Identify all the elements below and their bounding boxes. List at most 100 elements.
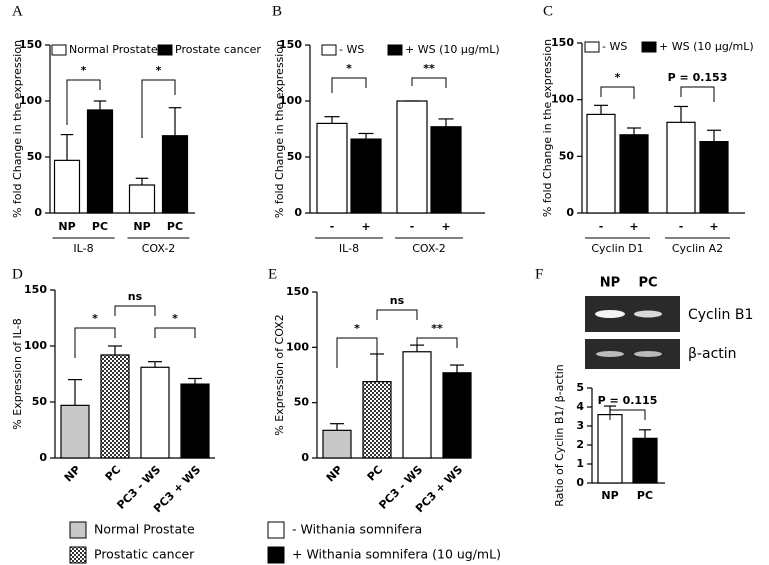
legend-label: - WS — [602, 40, 627, 53]
significance-bracket — [74, 327, 116, 358]
group-label: COX-2 — [142, 242, 176, 255]
x-tick-label: NP — [601, 489, 618, 502]
y-tick-label: 0 — [566, 206, 574, 219]
significance-bracket — [336, 337, 378, 368]
legend-swatch — [267, 546, 285, 564]
significance-label: ns — [390, 294, 405, 307]
bar — [396, 100, 428, 214]
x-tick-label: NP — [62, 463, 83, 484]
bar — [161, 135, 189, 214]
y-tick-label: 100 — [286, 340, 309, 353]
panel-letter: E — [268, 266, 277, 282]
bar — [128, 184, 156, 214]
legend-label: Prostate cancer — [175, 43, 261, 56]
y-tick-label: 100 — [279, 94, 302, 107]
y-tick-label: 0 — [301, 451, 309, 464]
x-tick-label: PC — [365, 463, 386, 484]
panel-letter: C — [543, 3, 553, 19]
legend-label: - Withania somnifera — [292, 522, 422, 537]
significance-label: P = 0.153 — [668, 71, 728, 84]
significance-bracket — [331, 77, 367, 93]
bar — [666, 121, 696, 214]
bar — [350, 138, 382, 214]
x-tick-label: - — [599, 220, 604, 233]
significance-bracket — [416, 337, 458, 348]
x-tick-label: NP — [133, 220, 150, 233]
bar — [632, 437, 658, 484]
y-tick-label: 1 — [576, 457, 584, 470]
significance-bracket — [154, 327, 196, 338]
gel-lane-label: PC — [638, 276, 657, 291]
bar — [322, 429, 352, 459]
significance-label: * — [81, 64, 87, 77]
legend-swatch — [157, 44, 173, 56]
legend-label: + WS (10 μg/mL) — [659, 40, 754, 53]
legend-label: Normal Prostate — [94, 522, 195, 537]
y-tick-label: 50 — [287, 150, 303, 163]
y-tick-label: 150 — [24, 283, 47, 296]
significance-label: P = 0.115 — [598, 394, 658, 407]
legend-label: Normal Prostate — [69, 43, 158, 56]
y-tick-label: 100 — [551, 93, 574, 106]
x-tick-label: + — [709, 220, 718, 233]
bar — [86, 109, 114, 214]
significance-bracket — [609, 409, 646, 420]
x-tick-label: NP — [58, 220, 75, 233]
group-label: IL-8 — [339, 242, 359, 255]
y-axis-label: % fold Change in the expression — [11, 40, 24, 218]
y-tick-label: 50 — [27, 150, 43, 163]
panel-letter: F — [535, 266, 543, 282]
bar — [699, 141, 729, 214]
gel-lane-label: NP — [600, 276, 620, 291]
bar — [180, 383, 210, 459]
x-tick-label: PC — [167, 220, 183, 233]
legend-label: + Withania somnifera (10 ug/mL) — [292, 547, 501, 562]
bar — [597, 414, 623, 484]
significance-label: ns — [128, 290, 143, 303]
significance-label: ** — [423, 62, 435, 75]
legend-swatch — [584, 41, 600, 53]
x-tick-label: NP — [324, 463, 345, 484]
panel-letter: B — [272, 3, 282, 19]
significance-bracket — [680, 86, 715, 102]
y-tick-label: 0 — [39, 451, 47, 464]
gel-band — [634, 351, 662, 357]
y-tick-label: 100 — [24, 339, 47, 352]
legend-swatch — [69, 521, 87, 539]
panel-letter: D — [12, 266, 23, 282]
significance-label: * — [172, 312, 178, 325]
y-tick-label: 150 — [551, 36, 574, 49]
y-tick-label: 50 — [294, 396, 310, 409]
gel-band — [596, 351, 624, 357]
legend-label: - WS — [339, 43, 364, 56]
significance-bracket — [141, 79, 176, 138]
legend-swatch — [321, 44, 337, 56]
y-axis-label: % fold Change in the expression — [541, 39, 554, 217]
gel-band — [595, 310, 625, 318]
y-tick-label: 4 — [576, 400, 584, 413]
gel-band-label: β-actin — [688, 346, 737, 362]
x-tick-label: + — [629, 220, 638, 233]
significance-bracket — [66, 79, 101, 125]
y-tick-label: 50 — [559, 149, 575, 162]
x-tick-label: - — [410, 220, 415, 233]
significance-label: * — [346, 62, 352, 75]
legend-label: + WS (10 μg/mL) — [405, 43, 500, 56]
significance-bracket — [600, 86, 635, 99]
bar — [619, 134, 649, 214]
y-tick-label: 0 — [294, 206, 302, 219]
group-label: IL-8 — [73, 242, 93, 255]
x-tick-label: - — [330, 220, 335, 233]
bar — [53, 159, 81, 214]
gel-band-label: Cyclin B1 — [688, 307, 753, 323]
y-tick-label: 50 — [32, 395, 48, 408]
y-axis-label: % Expression of IL-8 — [11, 318, 24, 429]
x-tick-label: PC — [92, 220, 108, 233]
significance-label: * — [615, 71, 621, 84]
group-label: Cyclin A2 — [672, 242, 723, 255]
legend-swatch — [267, 521, 285, 539]
bar — [60, 404, 90, 459]
y-tick-label: 0 — [576, 476, 584, 489]
x-tick-label: + — [361, 220, 370, 233]
